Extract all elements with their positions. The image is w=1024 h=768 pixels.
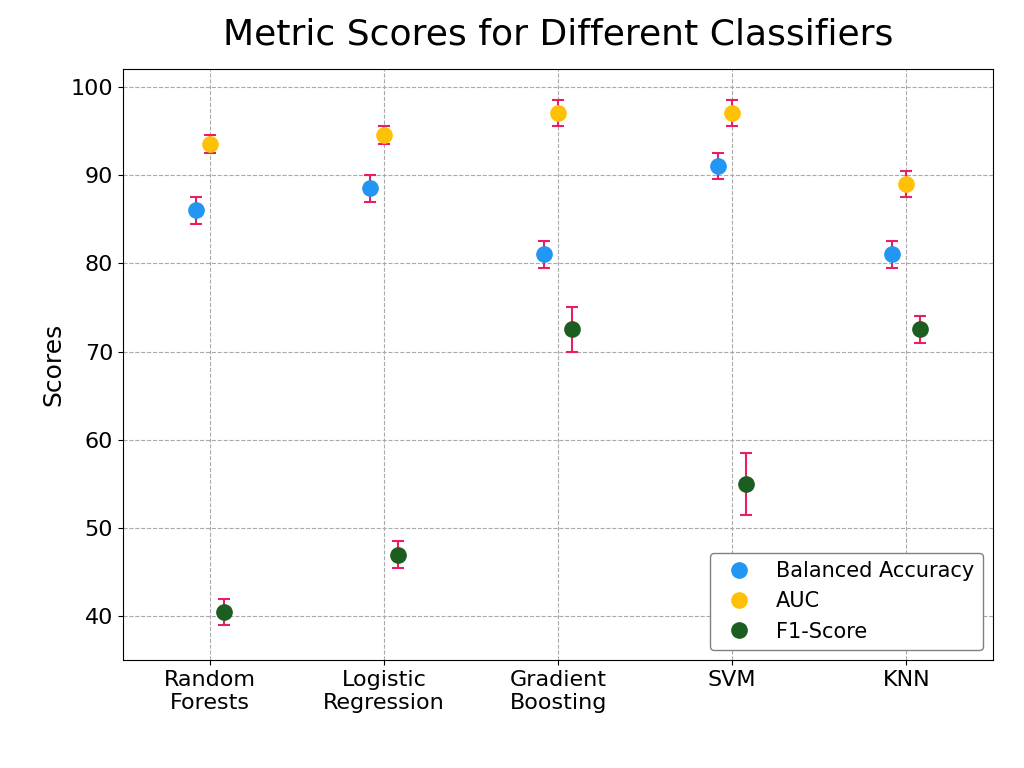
Y-axis label: Scores: Scores [41,323,65,406]
Title: Metric Scores for Different Classifiers: Metric Scores for Different Classifiers [223,17,893,51]
Legend: Balanced Accuracy, AUC, F1-Score: Balanced Accuracy, AUC, F1-Score [710,552,983,650]
